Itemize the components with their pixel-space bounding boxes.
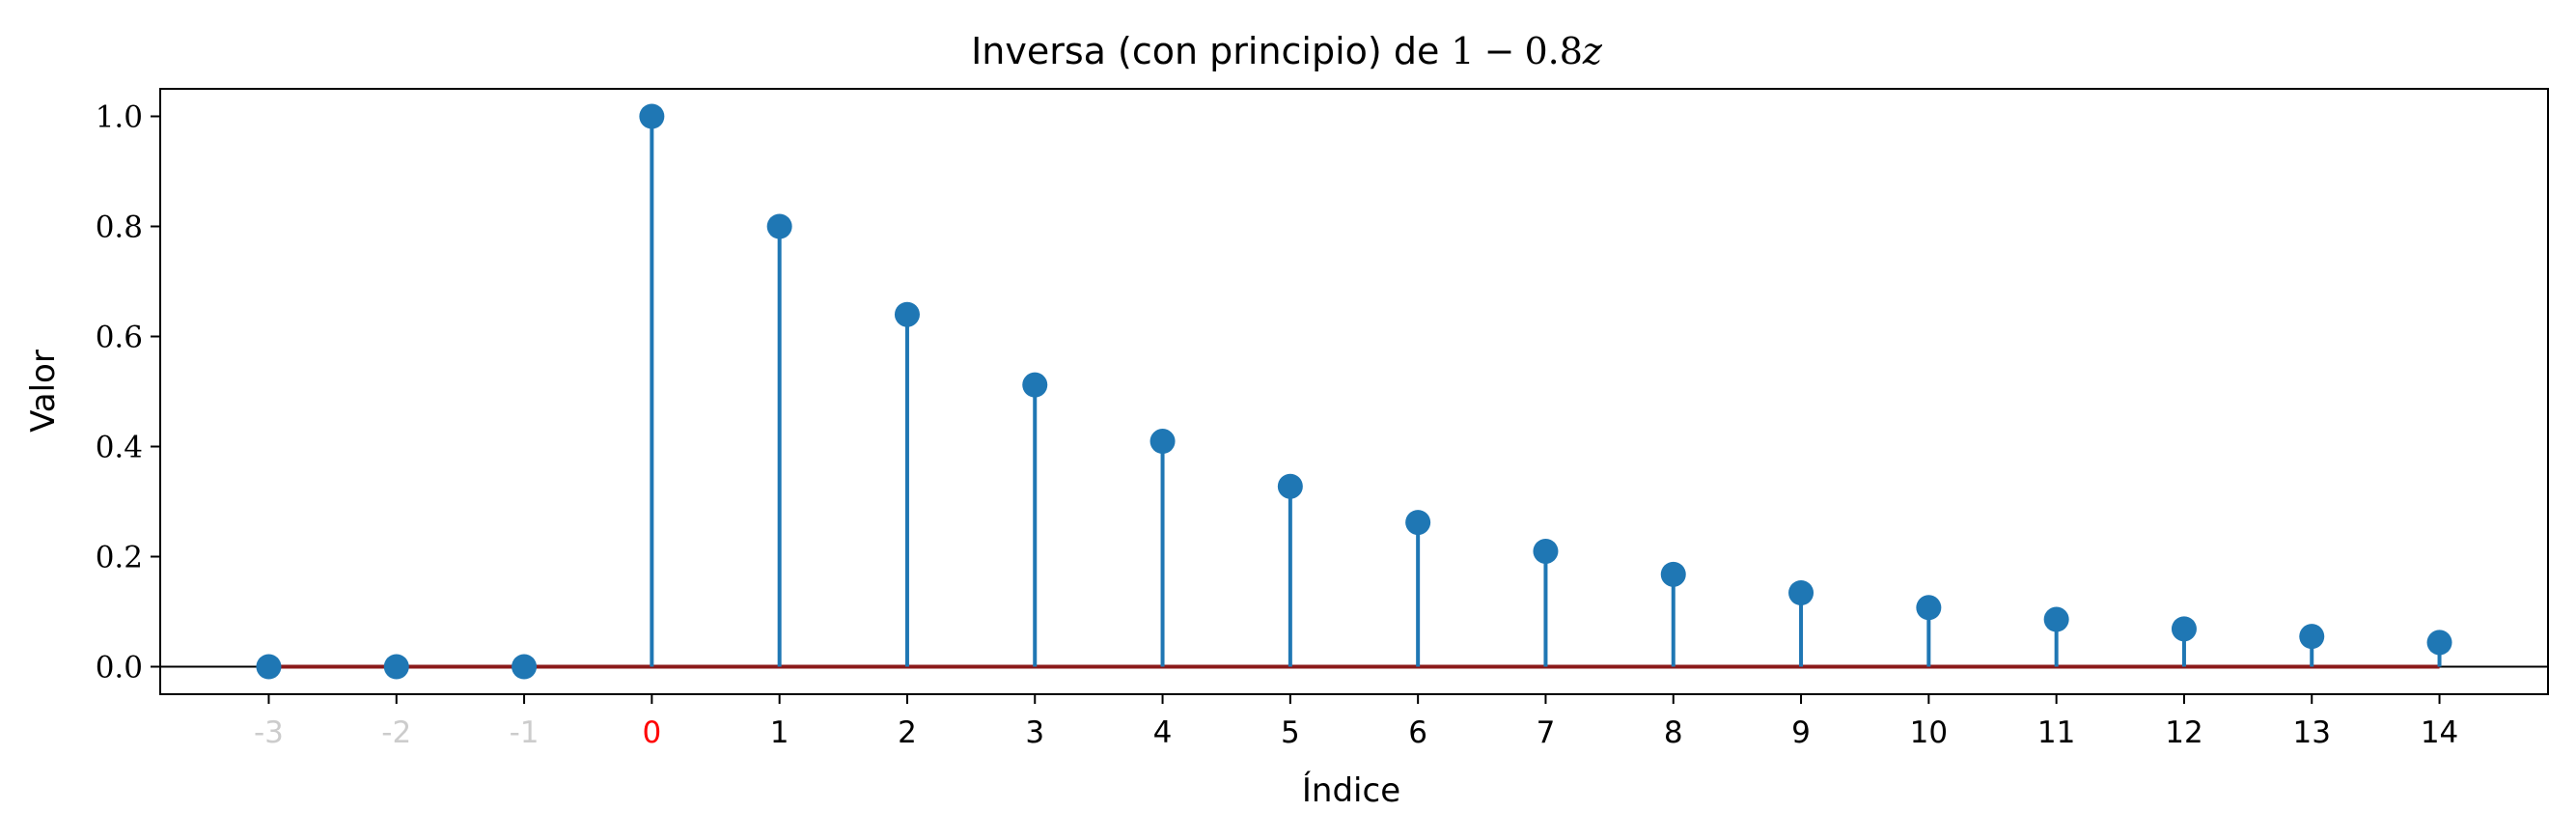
stem-marker [256,654,282,680]
stem-marker [1405,510,1431,536]
stems-layer [650,116,2442,667]
y-tick-label: 0.8 [96,210,143,245]
y-tick-label: 1.0 [96,100,143,135]
stem-marker [1022,372,1048,398]
x-tick-label: 12 [2165,715,2202,750]
stem-marker [2299,624,2325,650]
y-axis-ticks: 0.0 0.2 0.4 0.6 0.8 1.0 [96,100,160,686]
x-tick-label: 5 [1281,715,1300,750]
x-tick-label: -3 [254,715,284,750]
stem-marker [1788,579,1814,605]
x-tick-label: 1 [770,715,789,750]
stem-marker [1277,473,1303,499]
x-tick-label: 2 [898,715,917,750]
x-tick-label: -2 [381,715,411,750]
x-tick-label: 13 [2293,715,2331,750]
x-tick-label: 10 [1910,715,1948,750]
x-tick-label: 4 [1153,715,1173,750]
y-tick-label: 0.4 [96,431,143,465]
x-tick-label: 6 [1408,715,1427,750]
stem-marker [1916,595,1942,621]
y-tick-label: 0.0 [96,651,143,686]
stem-marker [383,654,409,680]
chart-title: Inversa (con principio) de 1−0.8z [971,30,1603,72]
stem-marker [1660,561,1686,587]
x-tick-label: 14 [2421,715,2458,750]
stem-marker [766,213,792,239]
y-tick-label: 0.6 [96,321,143,355]
stem-marker [2171,616,2197,642]
x-tick-label: -1 [510,715,540,750]
y-tick-label: 0.2 [96,541,143,575]
stem-marker [512,654,538,680]
axes-frame [159,88,2549,695]
x-axis-ticks: -3 -2 -1 0 1 2 3 4 5 6 7 8 9 10 11 12 13 14 [254,694,2458,750]
x-axis-label: Índice [1302,770,1400,810]
x-tick-label: 8 [1664,715,1683,750]
stem-marker [2426,630,2452,656]
stem-marker [2043,606,2069,632]
x-tick-label: 11 [2037,715,2075,750]
stem-marker [639,103,665,129]
stem-marker [894,301,920,327]
x-tick-label: 0 [642,715,661,750]
stem-marker [1150,429,1176,455]
y-axis-label: Valor [24,350,63,433]
markers-layer [256,103,2452,680]
x-tick-label: 7 [1537,715,1556,750]
x-tick-label: 9 [1791,715,1811,750]
x-tick-label: 3 [1025,715,1044,750]
stem-marker [1533,538,1559,564]
